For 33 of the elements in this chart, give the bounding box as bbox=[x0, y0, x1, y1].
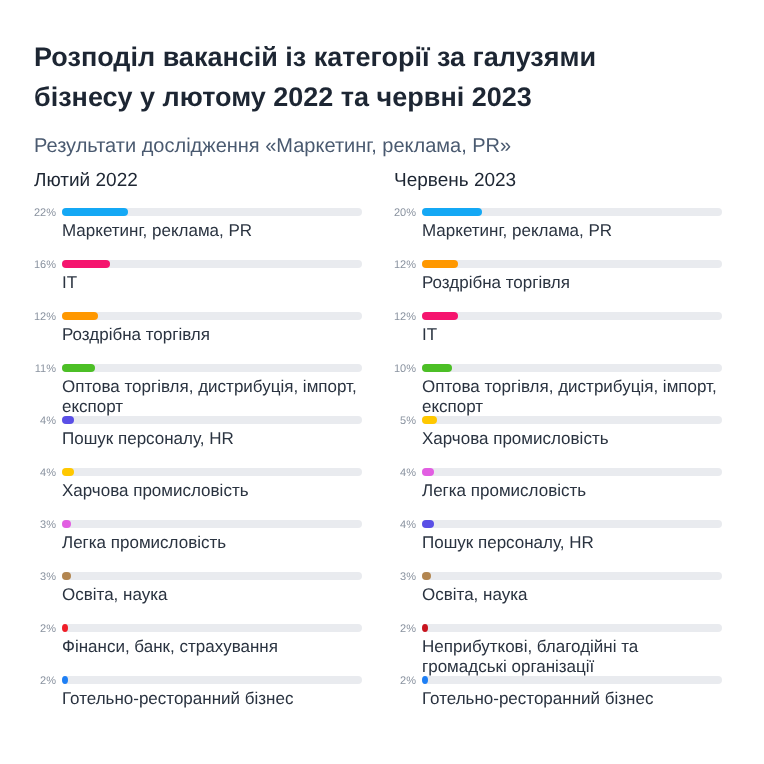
y-tick-label: Фінанси, банк, страхування bbox=[62, 636, 279, 656]
y-tick-label: Харчова промисловість bbox=[62, 480, 250, 500]
y-tick-label: Пошук персоналу, HR bbox=[62, 428, 234, 448]
text: Результати дослідження «Маркетинг, реклама, PR» bbox=[34, 136, 513, 158]
y-tick-label: IT bbox=[422, 324, 438, 344]
chart-title: Червень 2023 bbox=[394, 170, 517, 192]
y-tick-label: Харчова промисловість bbox=[422, 428, 610, 448]
y-tick-label: IT bbox=[62, 272, 78, 292]
bar bbox=[422, 260, 458, 268]
y-tick-label: Роздрібна торгівля bbox=[62, 324, 211, 344]
text: Розподіл вакансій із категорії за галузями бізнесу у лютому 2022 та червні 2023 bbox=[34, 42, 597, 112]
y-tick-label: Роздрібна торгівля bbox=[422, 272, 571, 292]
bar bbox=[62, 208, 128, 216]
y-tick-label: Оптова торгівля, дистрибуція, імпорт, експорт bbox=[422, 376, 717, 416]
chart-title: Лютий 2022 bbox=[34, 170, 138, 192]
y-tick-label: Неприбуткові, благодійні та громадські організації bbox=[422, 636, 639, 676]
bar bbox=[62, 260, 110, 268]
y-tick-label: Маркетинг, реклама, PR bbox=[62, 220, 253, 240]
bar bbox=[422, 416, 437, 424]
bar bbox=[62, 364, 95, 372]
bar bbox=[422, 312, 458, 320]
y-tick-label: Пошук персоналу, HR bbox=[422, 532, 594, 552]
bar bbox=[422, 364, 452, 372]
y-tick-label: Освіта, наука bbox=[422, 584, 528, 604]
bar bbox=[422, 208, 482, 216]
y-tick-label: Готельно-ресторанний бізнес bbox=[62, 688, 295, 708]
bar bbox=[62, 312, 98, 320]
y-tick-label: Готельно-ресторанний бізнес bbox=[422, 688, 655, 708]
y-tick-label: Маркетинг, реклама, PR bbox=[422, 220, 613, 240]
y-tick-label: Легка промисловість bbox=[62, 532, 228, 552]
y-tick-label: Легка промисловість bbox=[422, 480, 588, 500]
y-tick-label: Оптова торгівля, дистрибуція, імпорт, експорт bbox=[62, 376, 357, 416]
y-tick-label: Освіта, наука bbox=[62, 584, 168, 604]
